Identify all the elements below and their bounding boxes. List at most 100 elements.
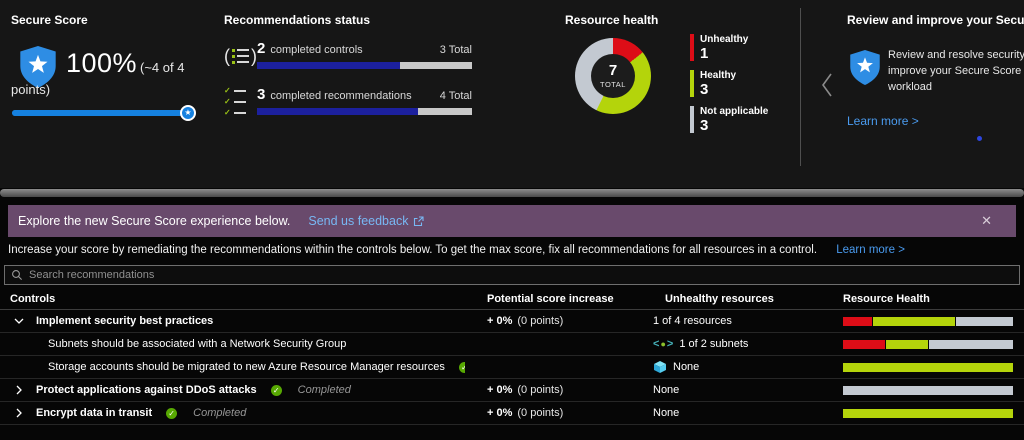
unhealthy-swatch bbox=[690, 34, 694, 61]
control-label: Implement security best practices bbox=[36, 315, 214, 327]
recommendation-label: Subnets should be associated with a Netw… bbox=[48, 338, 347, 350]
header-controls: Controls bbox=[10, 293, 56, 305]
table-row-recommendation[interactable]: Storage accounts should be migrated to n… bbox=[0, 356, 1024, 379]
info-learn-more-link[interactable]: Learn more > bbox=[836, 244, 905, 256]
healthy-label: Healthy bbox=[700, 70, 737, 81]
review-panel-title: Review and improve your Secure Score bbox=[847, 13, 1024, 27]
header-potential-score: Potential score increase bbox=[487, 293, 614, 305]
control-label: Encrypt data in transit bbox=[36, 407, 153, 419]
storage-cube-icon bbox=[654, 361, 666, 373]
subnet-icon: < ● > bbox=[653, 337, 674, 350]
horizontal-scrollbar[interactable] bbox=[0, 189, 1024, 197]
not-applicable-swatch bbox=[690, 106, 694, 133]
completed-label: Completed bbox=[297, 384, 351, 396]
completed-controls-label: completed controls bbox=[270, 44, 363, 56]
resource-health-legend: Unhealthy 1 Healthy 3 Not applicable 3 bbox=[690, 34, 768, 135]
resource-health-bar bbox=[843, 362, 1013, 372]
completed-label: Completed bbox=[193, 407, 247, 419]
unhealthy-count: 1 of 4 resources bbox=[653, 315, 732, 327]
score-points: (0 points) bbox=[517, 315, 564, 327]
search-icon bbox=[12, 270, 22, 280]
control-label: Protect applications against DDoS attack… bbox=[36, 384, 257, 396]
completed-controls-item: ( ) 2 completed controls 3 Total bbox=[224, 40, 472, 69]
secure-score-points-wrap: points) bbox=[11, 82, 51, 97]
recommendations-total: 4 Total bbox=[439, 90, 472, 102]
unhealthy-count: 1 of 2 subnets bbox=[679, 338, 749, 350]
recommendations-section: Explore the new Secure Score experience … bbox=[0, 197, 1024, 440]
completed-recommendations-item: ✓ ✓ ✓ 3 completed recommendations 4 Tota… bbox=[224, 86, 472, 117]
review-improve-panel: Review and improve your Secure Score Rev… bbox=[812, 10, 1024, 180]
donut-total-label: TOTAL bbox=[600, 79, 626, 89]
carousel-prev-icon[interactable] bbox=[820, 72, 834, 98]
score-increase: + 0% bbox=[487, 315, 513, 327]
controls-list-icon: ( ) bbox=[224, 46, 257, 66]
table-row-control[interactable]: Implement security best practices + 0% (0… bbox=[0, 310, 1024, 333]
shield-star-icon bbox=[20, 46, 56, 88]
completed-recommendations-label: completed recommendations bbox=[270, 90, 412, 102]
unhealthy-label: Unhealthy bbox=[700, 34, 749, 45]
score-increase: + 0% bbox=[487, 407, 513, 419]
secure-score-slider[interactable]: ★ bbox=[12, 105, 196, 121]
score-points: (0 points) bbox=[517, 384, 564, 396]
completed-check-icon: ✓ bbox=[166, 407, 178, 419]
resource-health-title: Resource health bbox=[565, 13, 659, 27]
score-increase: + 0% bbox=[487, 384, 513, 396]
not-applicable-label: Not applicable bbox=[700, 106, 769, 117]
table-row-recommendation[interactable]: Subnets should be associated with a Netw… bbox=[0, 333, 1024, 356]
resource-health-bar bbox=[843, 339, 1013, 349]
resource-health-bar bbox=[843, 385, 1013, 395]
legend-item-healthy: Healthy 3 bbox=[690, 70, 768, 99]
chevron-right-icon[interactable] bbox=[14, 408, 24, 418]
controls-total: 3 Total bbox=[439, 44, 472, 56]
banner-message: Explore the new Secure Score experience … bbox=[18, 214, 291, 228]
search-box[interactable] bbox=[4, 265, 1020, 285]
chevron-right-icon[interactable] bbox=[14, 385, 24, 395]
resource-health-bar bbox=[843, 408, 1013, 418]
shield-star-icon bbox=[850, 50, 880, 85]
table-header-row: Controls Potential score increase Unheal… bbox=[0, 289, 1024, 310]
unhealthy-count: None bbox=[653, 384, 680, 396]
completed-controls-count: 2 bbox=[257, 40, 266, 57]
carousel-dot-indicator[interactable] bbox=[977, 136, 982, 141]
external-link-icon bbox=[414, 215, 425, 226]
header-resource-health: Resource Health bbox=[843, 293, 930, 305]
unhealthy-count: None bbox=[673, 361, 700, 373]
new-experience-banner: Explore the new Secure Score experience … bbox=[8, 205, 1016, 237]
score-info-text: Increase your score by remediating the r… bbox=[8, 244, 905, 256]
recommendations-progress-bar bbox=[257, 108, 472, 115]
legend-item-not-applicable: Not applicable 3 bbox=[690, 106, 768, 135]
resource-health-panel: Resource health 7 TOTAL Unhealthy 1 bbox=[565, 10, 800, 180]
controls-progress-bar bbox=[257, 62, 472, 69]
recommendations-status-title: Recommendations status bbox=[224, 13, 371, 27]
secure-score-points: (~4 of 4 bbox=[140, 60, 185, 75]
completed-check-icon: ✓ bbox=[458, 361, 465, 373]
healthy-value: 3 bbox=[700, 81, 709, 98]
unhealthy-value: 1 bbox=[700, 45, 709, 62]
table-row-control[interactable]: Protect applications against DDoS attack… bbox=[0, 379, 1024, 402]
secure-score-panel: Secure Score 100% (~4 of 4 points) ★ bbox=[10, 10, 215, 180]
close-icon[interactable]: ✕ bbox=[981, 213, 992, 228]
not-applicable-value: 3 bbox=[700, 117, 709, 134]
healthy-swatch bbox=[690, 70, 694, 97]
resource-health-donut-chart: 7 TOTAL bbox=[575, 38, 651, 114]
resource-health-bar bbox=[843, 316, 1013, 326]
header-unhealthy-resources: Unhealthy resources bbox=[665, 293, 774, 305]
dashboard-top-section: Secure Score 100% (~4 of 4 points) ★ Rec… bbox=[0, 0, 1024, 197]
send-feedback-link[interactable]: Send us feedback bbox=[308, 214, 425, 228]
unhealthy-count: None bbox=[653, 407, 680, 419]
secure-score-title: Secure Score bbox=[11, 13, 88, 27]
review-panel-body: Review and resolve security vulne improv… bbox=[888, 49, 1024, 93]
review-learn-more-link[interactable]: Learn more > bbox=[847, 114, 919, 128]
recommendation-label: Storage accounts should be migrated to n… bbox=[48, 361, 445, 373]
vertical-divider bbox=[800, 8, 801, 166]
score-points: (0 points) bbox=[517, 407, 564, 419]
chevron-down-icon[interactable] bbox=[14, 316, 24, 326]
slider-star-knob[interactable]: ★ bbox=[180, 105, 196, 121]
donut-total-number: 7 bbox=[608, 62, 618, 80]
checklist-icon: ✓ ✓ ✓ bbox=[224, 87, 252, 117]
search-input[interactable] bbox=[29, 269, 1013, 281]
table-row-control[interactable]: Encrypt data in transit ✓ Completed + 0%… bbox=[0, 402, 1024, 425]
recommendations-status-panel: Recommendations status ( ) 2 completed c… bbox=[224, 10, 474, 180]
controls-table: Controls Potential score increase Unheal… bbox=[0, 289, 1024, 425]
